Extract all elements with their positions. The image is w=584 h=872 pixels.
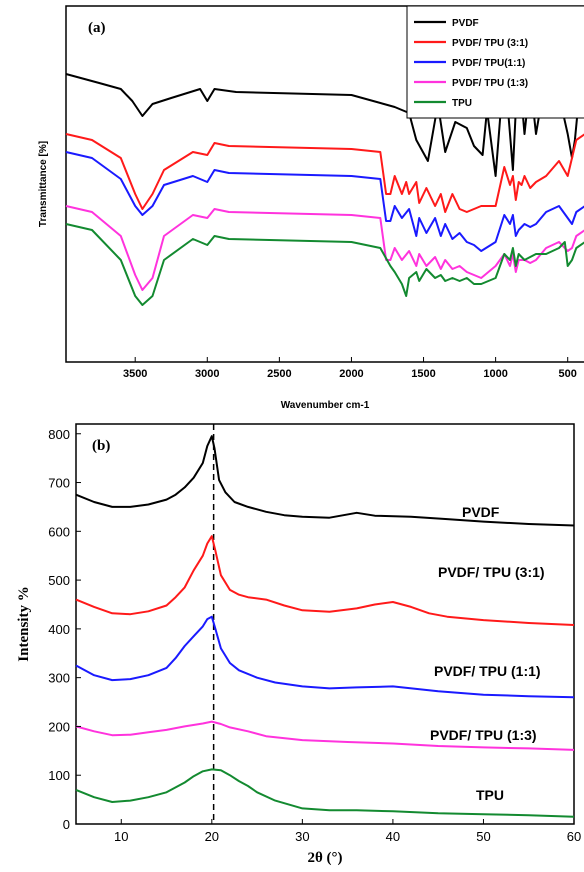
chart-b-y-tick-label: 200 [48, 719, 70, 734]
chart-a-x-tick-label: 3000 [195, 368, 219, 380]
chart-a-x-tick-label: 2000 [339, 368, 363, 380]
chart-a-series [65, 64, 584, 306]
chart-b-series-pvdf [75, 435, 575, 527]
chart-b-y-tick-label: 0 [63, 817, 70, 832]
chart-a-panel-label: (a) [88, 20, 106, 36]
chart-b-x-tick-label: 40 [386, 829, 400, 844]
chart-b-y-tick-label: 100 [48, 768, 70, 783]
chart-b-series [75, 435, 575, 818]
chart-a-series-tpu [65, 223, 584, 306]
chart-b-x-tick-label: 10 [114, 829, 128, 844]
chart-b-y-tick-label: 300 [48, 671, 70, 686]
chart-b-x-tick-label: 30 [295, 829, 309, 844]
chart-b-y-tick-label: 700 [48, 476, 70, 491]
chart-b-frame [75, 423, 575, 825]
chart-a-y-axis-label: Transmittance [%] [38, 141, 49, 227]
chart-b-series-label-pvdf: PVDF [462, 504, 500, 520]
chart-a-legend-entry: PVDF/ TPU (3:1) [452, 38, 528, 49]
chart-a-x-tick-label: 500 [559, 368, 577, 380]
chart-a-legend-entry: TPU [452, 98, 472, 109]
chart-a-legend: PVDF PVDF/ TPU (3:1) PVDF/ TPU(1:1) PVDF/ T… [406, 5, 584, 119]
chart-a-x-tick-label: 1000 [483, 368, 507, 380]
chart-b-y-tick-label: 400 [48, 622, 70, 637]
chart-b-y-tick-label: 500 [48, 573, 70, 588]
chart-b-x-tick-label: 50 [476, 829, 490, 844]
chart-b-x-tick-label: 60 [567, 829, 581, 844]
chart-a-x-tick-label: 2500 [267, 368, 291, 380]
chart-b-series-label-pvdf-tpu-1-1: PVDF/ TPU (1:1) [434, 663, 541, 679]
chart-b-y-tick-label: 800 [48, 427, 70, 442]
chart-b-panel-label: (b) [92, 438, 110, 454]
chart-b-y-tick-label: 600 [48, 524, 70, 539]
chart-b-y-ticks: 0 100 200 300 400 500 600 700 800 [48, 427, 81, 832]
chart-a: (a) 3500 3000 2500 2000 1500 1000 500 Wavenumb… [38, 5, 584, 411]
chart-b-series-pvdf-tpu-3-1 [75, 535, 575, 626]
chart-a-legend-entry: PVDF/ TPU (1:3) [452, 78, 528, 89]
chart-a-series-pvdf-tpu-1-3 [65, 205, 584, 291]
chart-a-x-axis-label: Wavenumber cm-1 [281, 400, 370, 411]
chart-b-series-pvdf-tpu-1-1 [75, 615, 575, 699]
chart-b-x-axis-label: 2θ (°) [307, 850, 342, 866]
chart-a-x-ticks: 3500 3000 2500 2000 1500 1000 500 [123, 357, 577, 380]
chart-b-y-axis-label: Intensity % [16, 586, 32, 661]
chart-a-frame [65, 5, 584, 363]
chart-a-series-pvdf-tpu-3-1 [65, 133, 584, 213]
chart-b-series-labels: PVDF PVDF/ TPU (3:1) PVDF/ TPU (1:1) PVDF/ … [430, 504, 545, 803]
chart-b-series-tpu [75, 768, 575, 818]
chart-a-legend-entry: PVDF [452, 18, 479, 29]
chart-b-x-ticks: 10 20 30 40 50 60 [114, 819, 581, 844]
chart-a-x-tick-label: 1500 [411, 368, 435, 380]
chart-b-x-tick-label: 20 [205, 829, 219, 844]
chart-a-legend-entry: PVDF/ TPU(1:1) [452, 58, 525, 69]
chart-a-series-pvdf-tpu-1-1 [65, 151, 584, 252]
chart-b-series-pvdf-tpu-1-3 [75, 720, 575, 751]
chart-b: (b) 10 20 30 40 50 60 0 100 200 300 400 500 600 700 8… [16, 423, 581, 866]
chart-a-x-tick-label: 3500 [123, 368, 147, 380]
chart-b-series-label-pvdf-tpu-3-1: PVDF/ TPU (3:1) [438, 564, 545, 580]
chart-b-series-label-pvdf-tpu-1-3: PVDF/ TPU (1:3) [430, 727, 537, 743]
chart-b-series-label-tpu: TPU [476, 787, 504, 803]
